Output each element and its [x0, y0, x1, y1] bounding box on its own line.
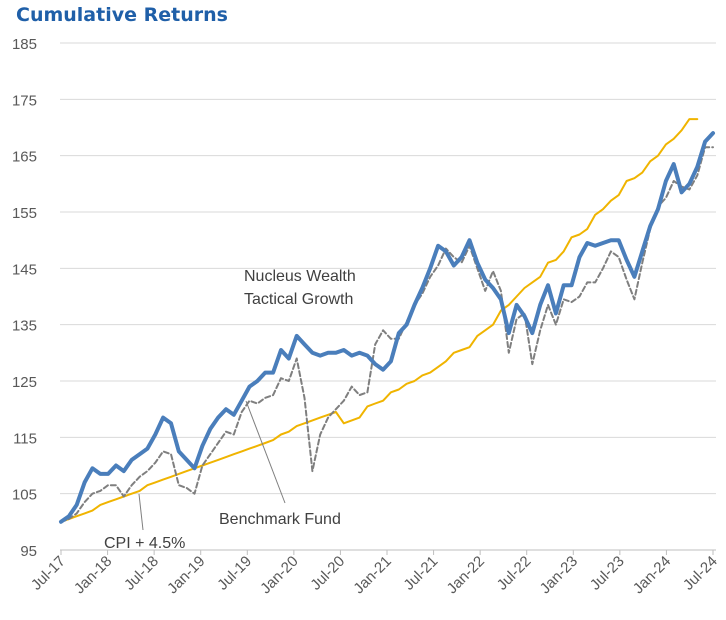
- series-line-0: [59, 131, 715, 524]
- axes: [60, 549, 716, 555]
- annotation-label: Benchmark Fund: [219, 511, 341, 528]
- x-tick-label: Jul-23: [587, 553, 628, 594]
- x-tick-label: Jan-24: [630, 553, 674, 597]
- x-tick-label: Jan-20: [257, 553, 301, 597]
- y-tick-label: 125: [12, 374, 37, 391]
- x-tick-label: Jul-24: [680, 553, 721, 594]
- series-line-1: [60, 146, 714, 523]
- y-tick-label: 155: [12, 205, 37, 222]
- x-tick-label: Jan-22: [444, 553, 488, 597]
- benchmark-leader-line: [245, 400, 286, 504]
- annotation-label: Tactical Growth: [244, 291, 353, 308]
- annotation-label: Nucleus Wealth: [244, 268, 356, 285]
- x-tick-label: Jul-22: [494, 553, 535, 594]
- x-tick-label: Jan-19: [164, 553, 208, 597]
- y-tick-label: 135: [12, 318, 37, 335]
- x-tick-label: Jan-23: [537, 553, 581, 597]
- annotations: Nucleus Wealth Tactical Growth Benchmark F…: [104, 268, 356, 552]
- y-tick-label: 115: [13, 430, 37, 447]
- x-tick-labels: Jul-17 Jan-18 Jul-18 Jan-19 Jul-19 Jan-20 Jul-…: [28, 553, 721, 597]
- x-tick-label: Jul-20: [307, 553, 348, 594]
- y-tick-label: 165: [12, 149, 37, 166]
- cpi-leader-line: [138, 493, 144, 531]
- x-tick-label: Jul-19: [214, 553, 255, 594]
- y-tick-labels: 95 105 115 125 135 145 155 165 175 185: [12, 36, 37, 560]
- x-tick-label: Jul-21: [400, 553, 441, 594]
- x-tick-label: Jan-21: [350, 553, 394, 597]
- series-line-2: [60, 118, 699, 523]
- gridlines: [60, 42, 716, 495]
- y-tick-label: 105: [12, 487, 37, 504]
- y-tick-label: 95: [20, 543, 37, 560]
- x-tick-label: Jul-18: [121, 553, 162, 594]
- annotation-label: CPI + 4.5%: [104, 535, 185, 552]
- y-tick-label: 145: [12, 261, 37, 278]
- chart-title: Cumulative Returns: [16, 4, 228, 26]
- series-lines: [59, 118, 715, 524]
- y-tick-label: 175: [12, 92, 37, 109]
- x-tick-label: Jan-18: [71, 553, 115, 597]
- y-tick-label: 185: [12, 36, 37, 53]
